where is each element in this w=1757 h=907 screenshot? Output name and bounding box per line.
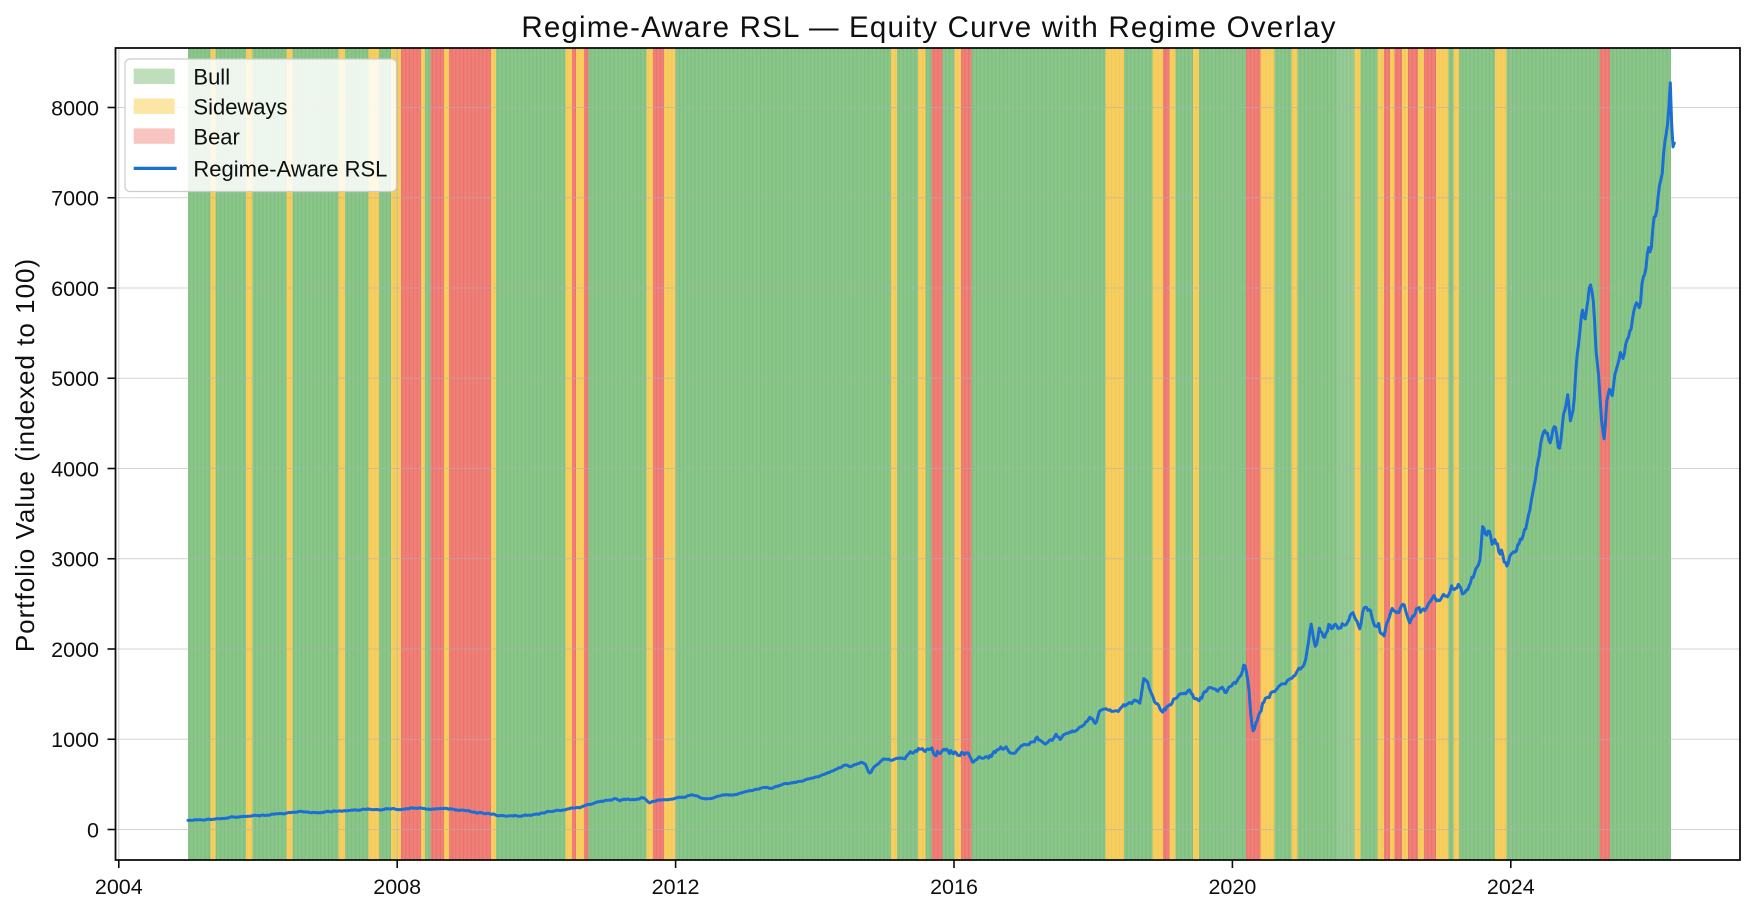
svg-text:7000: 7000 (51, 187, 99, 211)
svg-text:2008: 2008 (373, 875, 421, 899)
svg-text:0: 0 (87, 818, 99, 842)
svg-text:2016: 2016 (930, 875, 978, 899)
svg-text:2000: 2000 (51, 638, 99, 662)
svg-text:8000: 8000 (51, 96, 99, 120)
svg-text:2004: 2004 (95, 875, 143, 899)
svg-text:Portfolio Value (indexed to 10: Portfolio Value (indexed to 100) (10, 258, 40, 652)
svg-text:Sideways: Sideways (193, 94, 287, 119)
svg-text:Regime-Aware RSL: Regime-Aware RSL (193, 156, 387, 181)
svg-text:3000: 3000 (51, 548, 99, 572)
svg-text:6000: 6000 (51, 277, 99, 301)
svg-text:2012: 2012 (652, 875, 700, 899)
svg-text:2020: 2020 (1208, 875, 1256, 899)
svg-text:5000: 5000 (51, 367, 99, 391)
svg-text:1000: 1000 (51, 728, 99, 752)
svg-text:4000: 4000 (51, 457, 99, 481)
svg-text:Regime-Aware RSL — Equity Curv: Regime-Aware RSL — Equity Curve with Reg… (521, 11, 1336, 44)
svg-text:Bear: Bear (193, 124, 239, 149)
svg-text:2024: 2024 (1487, 875, 1535, 899)
svg-text:Bull: Bull (193, 65, 230, 90)
